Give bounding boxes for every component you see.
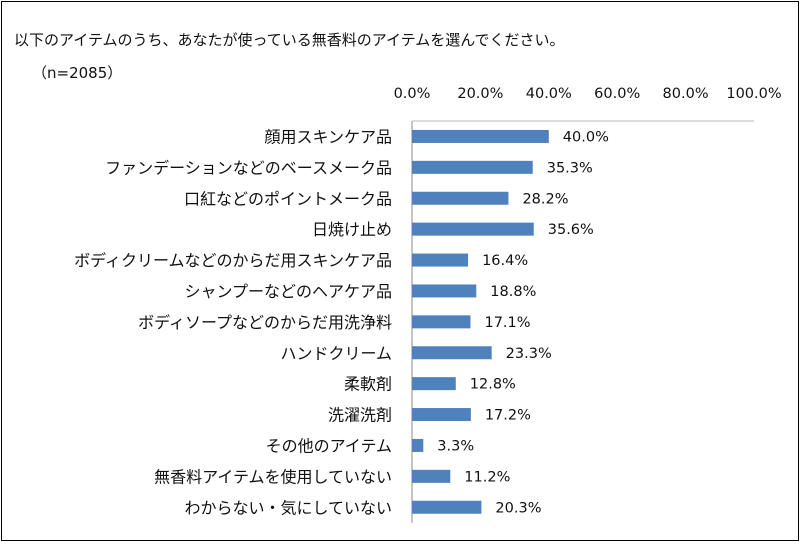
x-tick-label: 40.0% — [526, 86, 572, 102]
bar — [412, 408, 471, 422]
bar-value-label: 28.2% — [522, 191, 568, 207]
bar-value-label: 3.3% — [437, 438, 474, 454]
chart-subtitle: （n=2085） — [32, 64, 122, 82]
category-label: ファンデーションなどのベースメーク品 — [105, 158, 392, 177]
category-label: 口紅などのポイントメーク品 — [184, 189, 392, 208]
bar-value-label: 35.3% — [547, 160, 593, 176]
category-label: その他のアイテム — [266, 436, 392, 455]
x-tick-label: 20.0% — [457, 86, 503, 102]
bar — [412, 377, 456, 391]
category-label: 無香料アイテムを使用していない — [154, 467, 392, 486]
category-label: シャンプーなどのヘアケア品 — [184, 282, 392, 301]
bar — [412, 160, 533, 174]
bar — [412, 500, 482, 514]
bar — [412, 315, 471, 329]
x-tick-label: 80.0% — [663, 86, 709, 102]
bar-value-label: 35.6% — [548, 222, 594, 238]
bar-value-label: 11.2% — [464, 469, 510, 485]
category-label: 柔軟剤 — [344, 375, 392, 394]
x-tick-label: 60.0% — [594, 86, 640, 102]
category-label: ボディソープなどのからだ用洗浄料 — [138, 313, 392, 332]
bar-value-label: 17.2% — [485, 408, 531, 424]
bar-value-label: 40.0% — [563, 129, 609, 145]
category-label: 洗濯洗剤 — [328, 406, 392, 425]
bar — [412, 346, 492, 360]
bar-value-label: 20.3% — [495, 500, 541, 516]
bar — [412, 191, 509, 205]
bar — [412, 129, 549, 143]
category-label: 顔用スキンケア品 — [264, 127, 392, 146]
bar — [412, 253, 469, 267]
category-label: ハンドクリーム — [280, 344, 392, 363]
bar-value-label: 23.3% — [506, 346, 552, 362]
x-axis-ticks: 0.0% 20.0% 40.0% 60.0% 80.0% 100.0% — [394, 86, 782, 102]
bar — [412, 469, 451, 483]
category-label: 日焼け止め — [312, 220, 392, 239]
bar-value-label: 18.8% — [490, 284, 536, 300]
category-label: ボディクリームなどのからだ用スキンケア品 — [74, 251, 392, 270]
bar — [412, 284, 477, 298]
category-label: わからない・気にしていない — [184, 498, 392, 517]
bar-value-label: 12.8% — [470, 377, 516, 393]
x-tick-label: 100.0% — [726, 86, 781, 102]
bar — [412, 438, 424, 452]
bar-value-label: 17.1% — [484, 315, 530, 331]
bar — [412, 222, 534, 236]
x-tick-label: 0.0% — [394, 86, 431, 102]
chart-title: 以下のアイテムのうち、あなたが使っている無香料のアイテムを選んでください。 — [14, 31, 565, 49]
bars-group: 顔用スキンケア品 40.0% ファンデーションなどのベースメーク品 35.3% 口紅など… — [74, 120, 754, 517]
bar-value-label: 16.4% — [482, 253, 528, 269]
